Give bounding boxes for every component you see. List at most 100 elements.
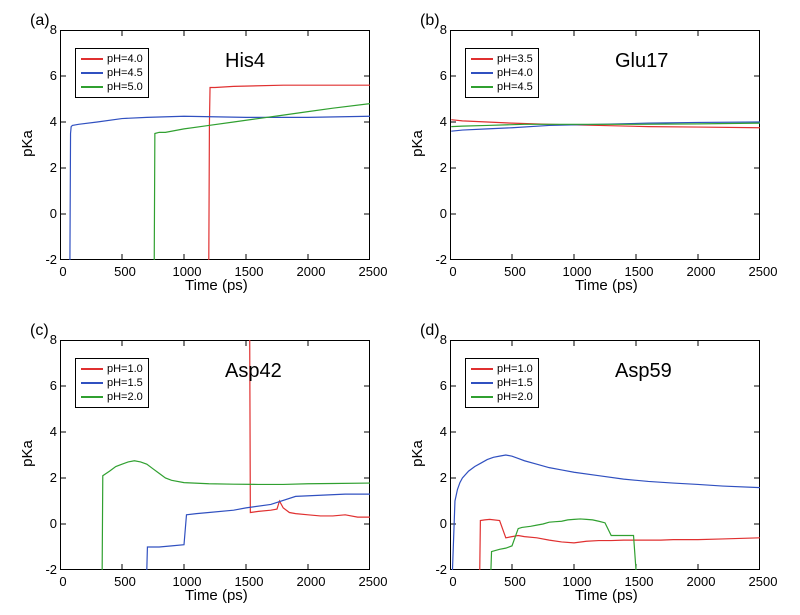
panel-c-residue: Asp42 bbox=[225, 360, 282, 383]
ytick-label: 2 bbox=[35, 160, 57, 175]
ytick-label: 2 bbox=[425, 470, 447, 485]
ytick-label: 4 bbox=[35, 424, 57, 439]
legend-label: pH=4.5 bbox=[497, 81, 533, 93]
xtick-label: 2500 bbox=[358, 574, 388, 589]
ytick-label: 0 bbox=[425, 206, 447, 221]
xtick-label: 500 bbox=[110, 574, 140, 589]
ytick-label: 2 bbox=[425, 160, 447, 175]
legend-row: pH=4.5 bbox=[471, 80, 533, 94]
legend-row: pH=1.5 bbox=[81, 376, 143, 390]
legend-swatch bbox=[81, 396, 103, 398]
xtick-label: 1500 bbox=[234, 574, 264, 589]
ytick-label: -2 bbox=[35, 562, 57, 577]
xtick-label: 500 bbox=[500, 264, 530, 279]
data-series bbox=[154, 104, 370, 260]
legend-swatch bbox=[81, 58, 103, 60]
ytick-label: -2 bbox=[425, 252, 447, 267]
ytick-label: 6 bbox=[425, 68, 447, 83]
panel-c-ylabel: pKa bbox=[19, 440, 36, 467]
panel-b-residue: Glu17 bbox=[615, 50, 668, 73]
legend-swatch bbox=[81, 72, 103, 74]
legend-row: pH=4.0 bbox=[81, 52, 143, 66]
legend-row: pH=2.0 bbox=[81, 390, 143, 404]
legend-row: pH=1.5 bbox=[471, 376, 533, 390]
legend-label: pH=1.5 bbox=[497, 377, 533, 389]
legend-swatch bbox=[471, 58, 493, 60]
data-series bbox=[147, 494, 370, 570]
legend-label: pH=1.5 bbox=[107, 377, 143, 389]
panel-d-residue: Asp59 bbox=[615, 360, 672, 383]
legend-swatch bbox=[471, 72, 493, 74]
ytick-label: 8 bbox=[35, 22, 57, 37]
xtick-label: 500 bbox=[110, 264, 140, 279]
data-series bbox=[70, 116, 370, 260]
legend-label: pH=3.5 bbox=[497, 53, 533, 65]
panel-b-ylabel: pKa bbox=[409, 130, 426, 157]
xtick-label: 2000 bbox=[686, 574, 716, 589]
panel-a-legend: pH=4.0 pH=4.5 pH=5.0 bbox=[75, 48, 149, 98]
ytick-label: 4 bbox=[425, 424, 447, 439]
xtick-label: 2000 bbox=[296, 574, 326, 589]
ytick-label: -2 bbox=[35, 252, 57, 267]
ytick-label: 0 bbox=[35, 206, 57, 221]
xtick-label: 1000 bbox=[562, 574, 592, 589]
ytick-label: 4 bbox=[425, 114, 447, 129]
xtick-label: 2500 bbox=[358, 264, 388, 279]
legend-label: pH=1.0 bbox=[107, 363, 143, 375]
legend-row: pH=4.0 bbox=[471, 66, 533, 80]
ytick-label: 8 bbox=[425, 332, 447, 347]
ytick-label: 8 bbox=[425, 22, 447, 37]
panel-a-residue: His4 bbox=[225, 50, 265, 73]
ytick-label: 6 bbox=[35, 378, 57, 393]
legend-swatch bbox=[471, 86, 493, 88]
legend-swatch bbox=[471, 368, 493, 370]
xtick-label: 1000 bbox=[172, 574, 202, 589]
legend-label: pH=2.0 bbox=[107, 391, 143, 403]
xtick-label: 2500 bbox=[748, 574, 778, 589]
panel-a-ylabel: pKa bbox=[19, 130, 36, 157]
legend-swatch bbox=[81, 86, 103, 88]
ytick-label: 6 bbox=[35, 68, 57, 83]
panel-d-xlabel: Time (ps) bbox=[575, 587, 638, 604]
xtick-label: 2500 bbox=[748, 264, 778, 279]
panel-d-legend: pH=1.0 pH=1.5 pH=2.0 bbox=[465, 358, 539, 408]
legend-label: pH=1.0 bbox=[497, 363, 533, 375]
ytick-label: 8 bbox=[35, 332, 57, 347]
xtick-label: 1500 bbox=[234, 264, 264, 279]
legend-label: pH=2.0 bbox=[497, 391, 533, 403]
panel-a-xlabel: Time (ps) bbox=[185, 277, 248, 294]
xtick-label: 1500 bbox=[624, 264, 654, 279]
legend-row: pH=1.0 bbox=[81, 362, 143, 376]
panel-b-xlabel: Time (ps) bbox=[575, 277, 638, 294]
legend-label: pH=4.5 bbox=[107, 67, 143, 79]
xtick-label: 1000 bbox=[562, 264, 592, 279]
data-series bbox=[209, 85, 370, 260]
panel-c-legend: pH=1.0 pH=1.5 pH=2.0 bbox=[75, 358, 149, 408]
data-series bbox=[452, 455, 760, 570]
ytick-label: 0 bbox=[35, 516, 57, 531]
data-series bbox=[491, 519, 636, 570]
legend-label: pH=4.0 bbox=[107, 53, 143, 65]
legend-swatch bbox=[81, 368, 103, 370]
ytick-label: -2 bbox=[425, 562, 447, 577]
legend-label: pH=5.0 bbox=[107, 81, 143, 93]
legend-label: pH=4.0 bbox=[497, 67, 533, 79]
xtick-label: 500 bbox=[500, 574, 530, 589]
legend-row: pH=1.0 bbox=[471, 362, 533, 376]
legend-row: pH=3.5 bbox=[471, 52, 533, 66]
panel-d-ylabel: pKa bbox=[409, 440, 426, 467]
xtick-label: 2000 bbox=[686, 264, 716, 279]
ytick-label: 2 bbox=[35, 470, 57, 485]
legend-swatch bbox=[471, 396, 493, 398]
ytick-label: 4 bbox=[35, 114, 57, 129]
legend-row: pH=2.0 bbox=[471, 390, 533, 404]
xtick-label: 1000 bbox=[172, 264, 202, 279]
xtick-label: 2000 bbox=[296, 264, 326, 279]
panel-b-legend: pH=3.5 pH=4.0 pH=4.5 bbox=[465, 48, 539, 98]
legend-swatch bbox=[81, 382, 103, 384]
ytick-label: 0 bbox=[425, 516, 447, 531]
ytick-label: 6 bbox=[425, 378, 447, 393]
xtick-label: 1500 bbox=[624, 574, 654, 589]
legend-swatch bbox=[471, 382, 493, 384]
panel-c-xlabel: Time (ps) bbox=[185, 587, 248, 604]
